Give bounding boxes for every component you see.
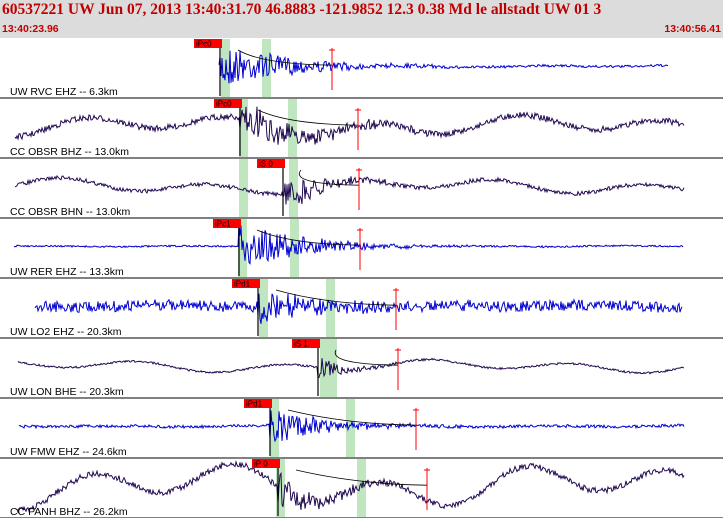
pick-label: iS 0 <box>259 160 273 169</box>
seismogram-panel[interactable]: iPc0 UW RVC EHZ -- 6.3km iPc0 CC OBSR BHZ -… <box>0 38 723 518</box>
trace-label: UW LON BHE -- 20.3km <box>10 386 124 398</box>
coda-curve <box>237 49 333 66</box>
coda-curve <box>295 469 428 486</box>
trace-label: CC PANH BHZ -- 26.2km <box>10 506 128 518</box>
pick-label-box <box>257 159 285 168</box>
trace-row[interactable]: iPc0 UW RVC EHZ -- 6.3km <box>0 39 723 99</box>
trace-row[interactable]: iPd1 UW FMW EHZ -- 24.6km <box>0 399 723 459</box>
trace-label: CC OBSR BHZ -- 13.0km <box>10 146 129 158</box>
waveform <box>16 459 685 514</box>
trace-label: UW FMW EHZ -- 24.6km <box>10 446 127 458</box>
trace-label: UW RVC EHZ -- 6.3km <box>10 86 118 98</box>
trace-label: CC OBSR BHN -- 13.0km <box>10 206 130 218</box>
pick-label-box <box>252 459 280 468</box>
waveform <box>17 357 684 379</box>
pick-label: iPd1 <box>234 280 251 289</box>
pick-label: iP 0 <box>254 460 268 469</box>
waveform <box>218 50 669 84</box>
pick-label-box <box>232 279 260 288</box>
pick-label: iPc0 <box>216 100 232 109</box>
coda-curve <box>257 109 359 126</box>
waveform <box>14 174 685 205</box>
pick-label-box <box>292 339 320 348</box>
trace-label: UW LO2 EHZ -- 20.3km <box>10 326 122 338</box>
window-band <box>270 399 279 457</box>
waveform <box>34 293 683 324</box>
pick-label-box <box>194 39 222 48</box>
window-band <box>239 99 248 157</box>
pick-label: iPd1 <box>246 400 263 409</box>
end-time: 13:40:56.41 <box>664 23 721 35</box>
window-band <box>276 459 285 517</box>
coda-curve <box>256 229 361 246</box>
coda-curve <box>287 409 417 426</box>
pick-label: iS 1 <box>294 340 308 349</box>
waveform <box>18 410 685 443</box>
waveform <box>13 223 684 265</box>
window-band <box>328 339 337 397</box>
trace-row[interactable]: iPc0 CC OBSR BHZ -- 13.0km <box>0 99 723 159</box>
trace-row[interactable]: iS 1 UW LON BHE -- 20.3km <box>0 339 723 399</box>
trace-row[interactable]: iS 0 CC OBSR BHN -- 13.0km <box>0 159 723 219</box>
window-band <box>320 339 329 397</box>
start-time: 13:40:23.96 <box>2 23 59 35</box>
window-band <box>239 159 248 217</box>
pick-label-box <box>213 219 241 228</box>
pick-label: iPc1 <box>215 220 231 229</box>
pick-label: iPc0 <box>196 40 212 49</box>
trace-row[interactable]: iP 0 CC PANH BHZ -- 26.2km <box>0 459 723 518</box>
event-header: 60537221 UW Jun 07, 2013 13:40:31.70 46.… <box>0 0 723 38</box>
window-band <box>289 159 298 217</box>
coda-curve <box>334 349 399 366</box>
waveform <box>14 106 685 145</box>
trace-row[interactable]: iPc1 UW RER EHZ -- 13.3km <box>0 219 723 279</box>
pick-label-box <box>244 399 272 408</box>
event-title: 60537221 UW Jun 07, 2013 13:40:31.70 46.… <box>2 1 602 18</box>
trace-row[interactable]: iPd1 UW LO2 EHZ -- 20.3km <box>0 279 723 339</box>
pick-label-box <box>214 99 242 108</box>
window-band <box>346 399 355 457</box>
coda-curve <box>275 289 397 306</box>
coda-curve <box>298 169 360 186</box>
trace-label: UW RER EHZ -- 13.3km <box>10 266 124 278</box>
